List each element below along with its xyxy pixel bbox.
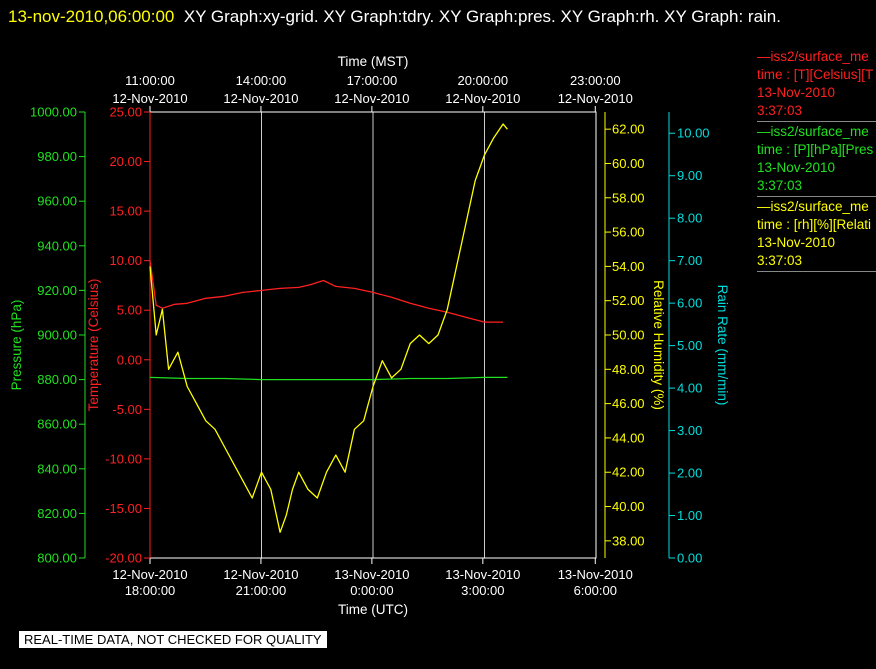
x-bottom-tick-date: 13-Nov-2010 [334, 567, 409, 582]
legend-entry-line4: 3:37:03 [757, 103, 803, 118]
temperature-tick-label: 5.00 [117, 303, 142, 318]
rain-tick-label: 8.00 [677, 211, 702, 226]
x-bottom-tick-date: 12-Nov-2010 [112, 567, 187, 582]
legend-entry-line2: time : [P][hPa][Pres [757, 142, 874, 157]
pressure-tick-label: 800.00 [37, 551, 77, 566]
x-top-tick-date: 12-Nov-2010 [223, 91, 298, 106]
x-bottom-tick-time: 3:00:00 [461, 583, 504, 598]
x-bottom-tick-time: 6:00:00 [574, 583, 617, 598]
timestamp: 13-nov-2010,06:00:00 [8, 7, 175, 26]
x-top-tick-date: 12-Nov-2010 [445, 91, 520, 106]
legend-entry-line4: 3:37:03 [757, 178, 803, 193]
temperature-series-line [149, 260, 504, 323]
humidity-tick-label: 46.00 [612, 396, 645, 411]
quality-notice: REAL-TIME DATA, NOT CHECKED FOR QUALITY [19, 631, 327, 648]
x-bottom-tick-date: 12-Nov-2010 [223, 567, 298, 582]
x-bottom-tick-time: 18:00:00 [125, 583, 176, 598]
x-top-tick-time: 23:00:00 [570, 73, 621, 88]
humidity-series-line [149, 123, 508, 533]
temperature-tick-label: 0.00 [117, 352, 142, 367]
humidity-tick-label: 50.00 [612, 328, 645, 343]
pressure-tick-label: 840.00 [37, 461, 77, 476]
humidity-tick-label: 58.00 [612, 190, 645, 205]
pressure-axis-title: Pressure (hPa) [9, 300, 24, 391]
x-top-axis-title: Time (MST) [338, 54, 409, 69]
temperature-tick-label: 20.00 [109, 154, 142, 169]
humidity-tick-label: 44.00 [612, 430, 645, 445]
temperature-tick-label: -5.00 [112, 402, 142, 417]
pressure-series-line [149, 376, 508, 381]
humidity-tick-label: 60.00 [612, 156, 645, 171]
x-bottom-tick-date: 13-Nov-2010 [445, 567, 520, 582]
temperature-tick-label: 10.00 [109, 253, 142, 268]
x-top-tick-time: 14:00:00 [236, 73, 287, 88]
graph-title: 13-nov-2010,06:00:00 XY Graph:xy-grid. X… [8, 2, 858, 31]
x-top-tick-date: 12-Nov-2010 [558, 91, 633, 106]
temperature-axis-title: Temperature (Celsius) [86, 279, 101, 412]
rain-tick-label: 5.00 [677, 338, 702, 353]
legend-entry-line3: 13-Nov-2010 [757, 160, 836, 175]
x-top-tick-date: 12-Nov-2010 [334, 91, 409, 106]
legend-entry-line1: —iss2/surface_me [757, 49, 869, 64]
x-top-tick-time: 17:00:00 [347, 73, 398, 88]
pressure-tick-label: 920.00 [37, 283, 77, 298]
humidity-tick-label: 56.00 [612, 225, 645, 240]
legend-entry-line1: —iss2/surface_me [757, 124, 869, 139]
pressure-tick-label: 820.00 [37, 506, 77, 521]
humidity-tick-label: 52.00 [612, 293, 645, 308]
legend: —iss2/surface_me time : [T][Celsius][T 13-… [757, 48, 876, 273]
pressure-tick-label: 880.00 [37, 372, 77, 387]
x-top-tick-time: 11:00:00 [125, 73, 175, 88]
legend-entry-line4: 3:37:03 [757, 253, 803, 268]
pressure-tick-label: 860.00 [37, 417, 77, 432]
x-top-tick-date: 12-Nov-2010 [112, 91, 187, 106]
rain-tick-label: 3.00 [677, 423, 702, 438]
legend-entry-line2: time : [rh][%][Relati [757, 217, 872, 232]
x-bottom-tick-time: 0:00:00 [350, 583, 393, 598]
humidity-tick-label: 54.00 [612, 259, 645, 274]
pressure-tick-label: 900.00 [37, 328, 77, 343]
rain-tick-label: 6.00 [677, 296, 702, 311]
temperature-tick-label: 25.00 [109, 105, 142, 120]
legend-entry-line1: —iss2/surface_me [757, 199, 869, 214]
humidity-tick-label: 62.00 [612, 122, 645, 137]
graph-titles: XY Graph:xy-grid. XY Graph:tdry. XY Grap… [183, 7, 781, 26]
rain-tick-label: 2.00 [677, 466, 702, 481]
x-bottom-tick-time: 21:00:00 [236, 583, 287, 598]
rain-tick-label: 7.00 [677, 253, 702, 268]
rain-tick-label: 4.00 [677, 381, 702, 396]
humidity-tick-label: 48.00 [612, 362, 645, 377]
pressure-tick-label: 980.00 [37, 149, 77, 164]
pressure-tick-label: 1000.00 [30, 105, 77, 120]
legend-entry-line3: 13-Nov-2010 [757, 85, 836, 100]
rain-tick-label: 9.00 [677, 168, 702, 183]
temperature-tick-label: -15.00 [105, 501, 142, 516]
x-bottom-axis-title: Time (UTC) [338, 602, 408, 617]
pressure-tick-label: 960.00 [37, 194, 77, 209]
temperature-tick-label: 15.00 [109, 204, 142, 219]
humidity-axis-title: Relative Humidity (%) [651, 280, 666, 410]
rain-tick-label: 1.00 [677, 508, 702, 523]
rain-tick-label: 10.00 [677, 126, 710, 141]
x-top-tick-time: 20:00:00 [458, 73, 509, 88]
humidity-tick-label: 42.00 [612, 465, 645, 480]
legend-entry-line2: time : [T][Celsius][T [757, 67, 874, 82]
rain-tick-label: 0.00 [677, 551, 702, 566]
temperature-tick-label: -20.00 [105, 551, 142, 566]
rain-axis-title: Rain Rate (mm/min) [715, 285, 730, 406]
x-bottom-tick-date: 13-Nov-2010 [558, 567, 633, 582]
legend-entry-line3: 13-Nov-2010 [757, 235, 836, 250]
humidity-tick-label: 40.00 [612, 499, 645, 514]
humidity-tick-label: 38.00 [612, 533, 645, 548]
temperature-tick-label: -10.00 [105, 451, 142, 466]
pressure-tick-label: 940.00 [37, 238, 77, 253]
